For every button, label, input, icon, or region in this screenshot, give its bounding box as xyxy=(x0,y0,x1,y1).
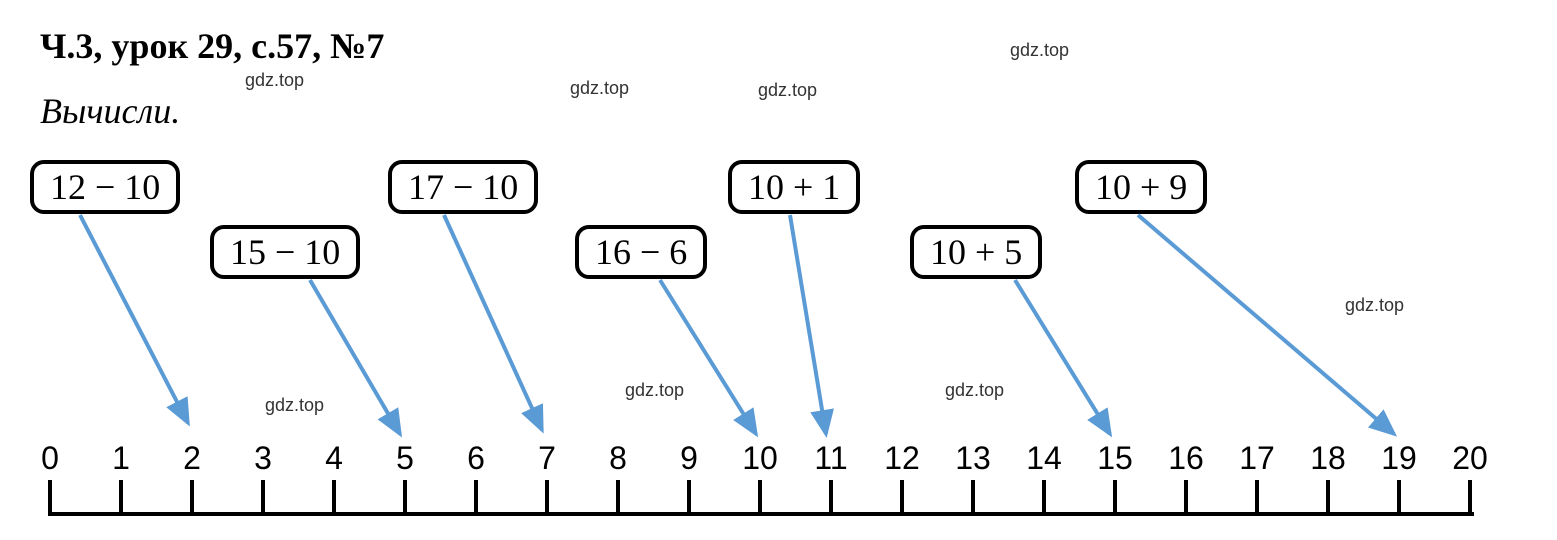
number-tick xyxy=(190,480,194,516)
number-label: 2 xyxy=(183,440,201,477)
number-label: 4 xyxy=(325,440,343,477)
number-tick xyxy=(687,480,691,516)
number-line: 01234567891011121314151617181920 xyxy=(0,0,1557,540)
number-tick xyxy=(545,480,549,516)
number-label: 9 xyxy=(680,440,698,477)
number-tick xyxy=(829,480,833,516)
number-label: 1 xyxy=(112,440,130,477)
number-label: 15 xyxy=(1097,440,1133,477)
number-label: 19 xyxy=(1381,440,1417,477)
number-label: 5 xyxy=(396,440,414,477)
number-tick xyxy=(1184,480,1188,516)
number-tick xyxy=(119,480,123,516)
number-label: 17 xyxy=(1239,440,1275,477)
number-tick xyxy=(261,480,265,516)
number-label: 16 xyxy=(1168,440,1204,477)
number-tick xyxy=(1255,480,1259,516)
number-tick xyxy=(332,480,336,516)
number-label: 12 xyxy=(884,440,920,477)
number-label: 3 xyxy=(254,440,272,477)
number-tick xyxy=(1397,480,1401,516)
number-label: 13 xyxy=(955,440,991,477)
number-tick xyxy=(403,480,407,516)
number-tick xyxy=(48,480,52,516)
number-label: 11 xyxy=(814,440,847,477)
number-tick xyxy=(758,480,762,516)
number-label: 18 xyxy=(1310,440,1346,477)
number-label: 6 xyxy=(467,440,485,477)
number-tick xyxy=(616,480,620,516)
number-label: 7 xyxy=(538,440,556,477)
number-label: 14 xyxy=(1026,440,1062,477)
number-tick xyxy=(474,480,478,516)
number-tick xyxy=(1113,480,1117,516)
number-tick xyxy=(900,480,904,516)
number-label: 8 xyxy=(609,440,627,477)
number-tick xyxy=(971,480,975,516)
number-tick xyxy=(1326,480,1330,516)
number-label: 10 xyxy=(742,440,778,477)
number-label: 20 xyxy=(1452,440,1488,477)
number-label: 0 xyxy=(41,440,59,477)
number-tick xyxy=(1468,480,1472,516)
number-tick xyxy=(1042,480,1046,516)
